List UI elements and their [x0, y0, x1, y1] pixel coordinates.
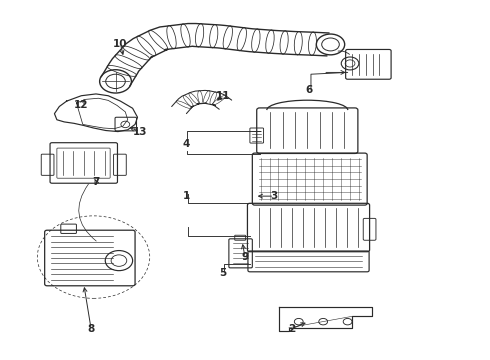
Text: 13: 13: [133, 127, 147, 136]
Text: 4: 4: [183, 139, 190, 149]
Text: 8: 8: [87, 324, 95, 334]
Text: 2: 2: [288, 324, 295, 334]
Text: 1: 1: [183, 191, 190, 201]
Text: 3: 3: [270, 191, 278, 201]
Text: 11: 11: [216, 91, 230, 101]
Text: 9: 9: [242, 252, 248, 262]
Text: 12: 12: [74, 100, 89, 110]
Text: 5: 5: [220, 267, 227, 278]
Text: 7: 7: [92, 177, 99, 187]
Text: 10: 10: [113, 39, 128, 49]
Text: 6: 6: [305, 85, 312, 95]
